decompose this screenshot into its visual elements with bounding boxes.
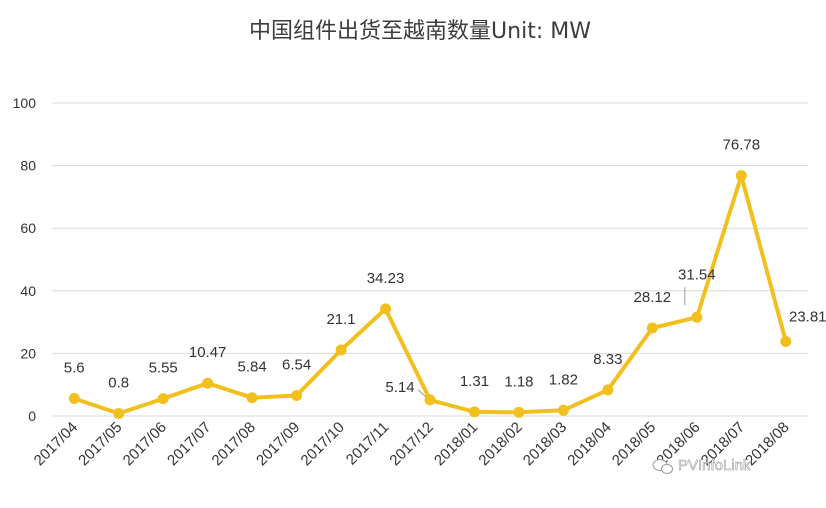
data-point: [646, 322, 658, 334]
x-tick-label: 2017/04: [31, 419, 81, 469]
data-label: 5.84: [238, 359, 267, 376]
series-line: [72, 173, 788, 416]
data-point: [424, 394, 436, 406]
y-tick-label: 20: [20, 345, 36, 361]
data-point: [468, 406, 480, 418]
data-label: 6.54: [282, 357, 311, 374]
x-tick-label: 2017/09: [253, 419, 303, 469]
y-tick-label: 80: [20, 158, 36, 174]
data-label: 5.14: [385, 379, 414, 396]
x-tick-label: 2017/08: [209, 419, 259, 469]
data-point: [602, 384, 614, 396]
x-tick-label: 2017/06: [120, 419, 170, 469]
data-label: 5.6: [64, 359, 85, 376]
data-label: 8.33: [593, 351, 622, 368]
x-tick-label: 2018/01: [431, 419, 481, 469]
x-tick-label: 2018/03: [520, 419, 570, 469]
y-tick-label: 40: [20, 283, 36, 299]
data-point: [246, 392, 258, 404]
data-point: [335, 344, 347, 356]
watermark: PVInfoLink: [652, 457, 751, 474]
data-label: 1.82: [549, 371, 578, 388]
x-tick-label: 2018/02: [475, 419, 525, 469]
y-axis-ticks: 0 20 40 60 80 100: [13, 95, 37, 424]
data-label: 34.23: [367, 270, 405, 287]
x-tick-label: 2017/05: [75, 419, 125, 469]
data-label: 0.8: [108, 374, 129, 391]
data-point: [780, 335, 792, 347]
chart-title: 中国组件出货至越南数量Unit: MW: [249, 19, 591, 44]
data-label: 31.54: [678, 266, 716, 283]
data-point: [291, 390, 303, 402]
y-tick-label: 100: [13, 95, 37, 111]
data-label: 1.18: [504, 373, 533, 390]
data-point: [691, 311, 703, 323]
data-label: 10.47: [189, 344, 227, 361]
data-point: [157, 393, 169, 405]
data-point: [735, 170, 747, 182]
wechat-icon: [652, 459, 673, 474]
data-label: 21.1: [326, 311, 355, 328]
watermark-text: PVInfoLink: [678, 457, 751, 474]
x-tick-label: 2017/07: [164, 419, 214, 469]
y-tick-label: 60: [20, 220, 36, 236]
data-label: 76.78: [723, 137, 761, 154]
x-tick-label: 2017/11: [343, 419, 393, 469]
x-tick-label: 2017/10: [298, 419, 348, 469]
y-tick-label: 0: [28, 408, 36, 424]
label-leader-line: [417, 389, 427, 398]
x-tick-label: 2017/12: [386, 419, 436, 469]
data-label: 23.81: [789, 308, 826, 325]
data-point: [380, 303, 392, 315]
data-point: [68, 392, 80, 404]
series-line-layer: [68, 170, 792, 419]
data-point: [513, 406, 525, 418]
data-point: [202, 377, 214, 389]
gridlines: [52, 102, 808, 417]
data-label: 5.55: [149, 360, 178, 377]
x-tick-label: 2018/05: [609, 419, 659, 469]
data-labels: 5.6 0.8 5.55 10.47 5.84 6.54 21.1 34.23 5.14 1.31…: [64, 137, 826, 398]
data-label: 1.31: [460, 373, 489, 390]
data-point: [113, 407, 125, 419]
x-tick-label: 2018/04: [564, 419, 614, 469]
data-point: [557, 404, 569, 416]
data-label: 28.12: [634, 289, 672, 306]
